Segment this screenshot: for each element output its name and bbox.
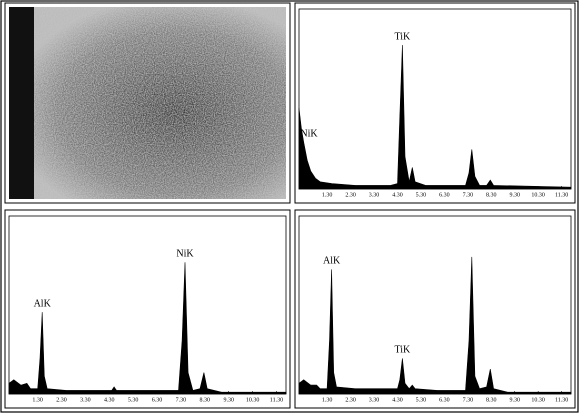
x-tick-label: 7.30	[176, 397, 187, 403]
spectrum-panel: 1.30 2.30 3.30 4.30 5.30 6.30 7.30 8.30 9.30 10.3…	[294, 2, 576, 204]
x-tick-label: 2.30	[345, 192, 356, 198]
panel-frame	[294, 209, 576, 409]
micrograph-edge	[9, 7, 34, 199]
x-tick-label: 10.30	[531, 192, 545, 198]
x-tick-label: 4.30	[104, 397, 115, 403]
x-tick-label: 8.30	[486, 192, 497, 198]
spectrum-panel: 1.30 2.30 3.30 4.30 5.30 6.30 7.30 8.30 9.30 10.3…	[4, 209, 291, 409]
x-tick-label: 3.30	[80, 397, 91, 403]
x-tick-label: 6.30	[439, 397, 450, 403]
x-tick-label: 4.30	[392, 192, 403, 198]
x-tick-label: 9.30	[223, 397, 234, 403]
x-tick-label: 3.30	[369, 192, 380, 198]
micrograph-grain	[9, 7, 286, 199]
x-tick-label: 11.30	[555, 397, 568, 403]
x-tick-label: 7.30	[463, 397, 474, 403]
x-tick-label: 3.30	[369, 397, 380, 403]
x-tick-label: 9.30	[509, 192, 520, 198]
x-tick-label: 5.30	[128, 397, 139, 403]
x-tick-label: 6.30	[439, 192, 450, 198]
x-tick-label: 5.30	[416, 192, 427, 198]
peak-label: TiK	[395, 31, 412, 42]
x-tick-label: 5.30	[416, 397, 427, 403]
peak-label: AlK	[34, 298, 52, 309]
peak-label: NiK	[300, 128, 318, 139]
spectrum-panel: 1.30 2.30 3.30 4.30 5.30 6.30 7.30 8.30 9.30 10.3…	[294, 209, 576, 409]
x-tick-label: 11.30	[270, 397, 283, 403]
peak-label: AlK	[323, 256, 341, 267]
x-tick-label: 8.30	[200, 397, 211, 403]
spectrum	[298, 256, 572, 395]
panel-frame	[294, 2, 576, 204]
spectrum	[8, 262, 287, 395]
x-tick-label: 9.30	[509, 397, 520, 403]
x-tick-label: 10.30	[246, 397, 260, 403]
x-tick-label: 8.30	[486, 397, 497, 403]
x-tick-label: 10.30	[531, 397, 545, 403]
x-tick-label: 2.30	[56, 397, 67, 403]
x-tick-label: 6.30	[152, 397, 163, 403]
panel-frame	[4, 209, 291, 409]
spectrum	[298, 44, 572, 190]
x-tick-label: 4.30	[392, 397, 403, 403]
x-tick-label: 11.30	[555, 192, 568, 198]
peak-label: NiK	[176, 249, 194, 260]
micrograph-panel	[4, 2, 291, 204]
peak-label: TiK	[395, 345, 412, 356]
x-tick-label: 1.30	[322, 192, 333, 198]
x-tick-label: 1.30	[322, 397, 333, 403]
x-tick-label: 1.30	[32, 397, 43, 403]
x-tick-label: 2.30	[345, 397, 356, 403]
x-tick-label: 7.30	[463, 192, 474, 198]
